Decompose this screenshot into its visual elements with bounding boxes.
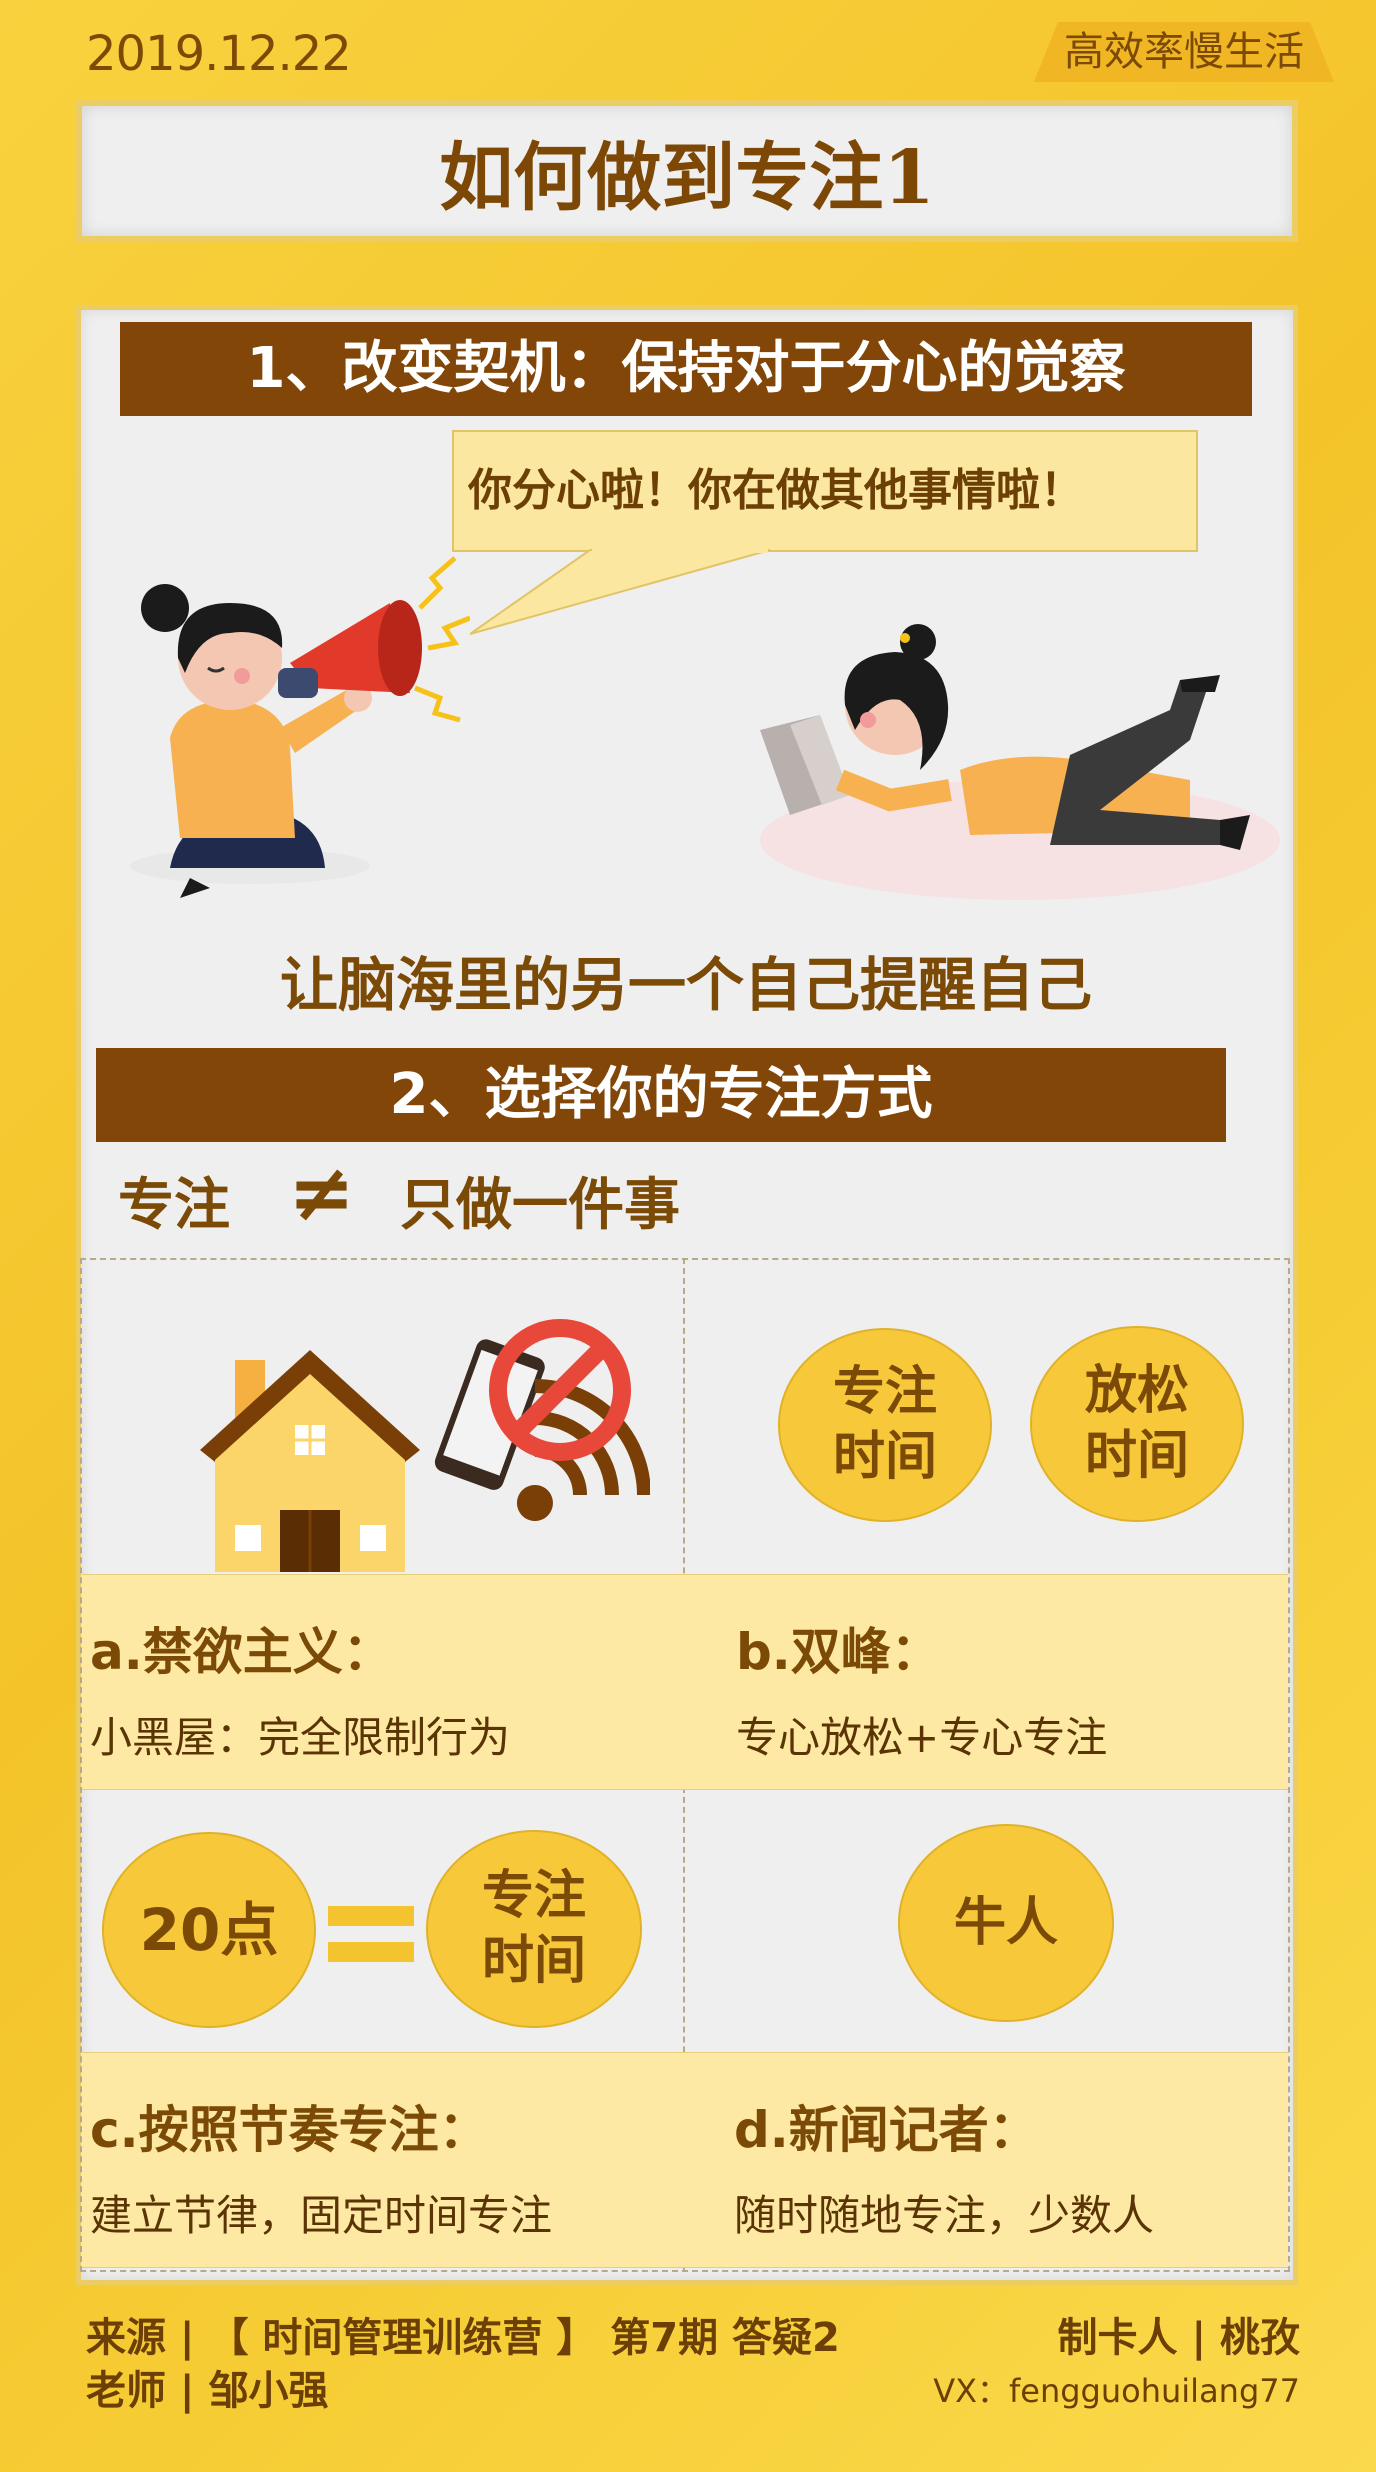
date-label: 2019.12.22: [86, 26, 352, 82]
girl-reading-illustration: [760, 624, 1280, 900]
footer-vx: VX：fengguohuilang77: [933, 2372, 1300, 2410]
title-box: 如何做到专注1: [76, 100, 1298, 242]
page-title: 如何做到专注1: [439, 134, 935, 221]
method-b-title: b.双峰：: [736, 1623, 941, 1681]
tagline-badge: 高效率慢生活: [1034, 22, 1334, 82]
section2-heading: 2、选择你的专注方式: [96, 1048, 1226, 1142]
speech-bubble-tail: [470, 549, 771, 635]
equals-bar-bottom: [328, 1942, 414, 1962]
method-a-text: 小黑屋：完全限制行为: [90, 1713, 511, 1762]
method-a-title: a.禁欲主义：: [90, 1623, 393, 1681]
twenty-oclock-circle: 20点: [102, 1832, 316, 2028]
speech-bubble: 你分心啦！你在做其他事情啦！: [452, 430, 1198, 552]
section1-heading: 1、改变契机：保持对于分心的觉察: [120, 322, 1252, 416]
method-c-title: c.按照节奏专注：: [90, 2101, 489, 2159]
equals-bar-top: [328, 1906, 414, 1926]
method-d-title: d.新闻记者：: [734, 2101, 1039, 2159]
expert-label: 牛人: [953, 1892, 1058, 1953]
methods-grid: [80, 1258, 1290, 2272]
method-c-text: 建立节律，固定时间专注: [90, 2191, 553, 2240]
not-equal-sign: ≠: [288, 1146, 356, 1239]
expert-circle: 牛人: [898, 1824, 1114, 2022]
girl-megaphone-illustration: [130, 556, 470, 898]
focus-word: 专注: [118, 1173, 230, 1238]
twenty-oclock-label: 20点: [139, 1895, 279, 1964]
method-b-text: 专心放松+专心专注: [736, 1713, 1108, 1762]
one-thing-word: 只做一件事: [400, 1173, 680, 1238]
focus-time-label: 专注 时间: [832, 1362, 937, 1487]
section1-caption: 让脑海里的另一个自己提醒自己: [279, 951, 1092, 1019]
footer-source: 来源 | 【 时间管理训练营 】 第7期 答疑2: [86, 2315, 840, 2361]
method-d-text: 随时随地专注，少数人: [734, 2191, 1155, 2240]
relax-time-circle: 放松 时间: [1030, 1326, 1244, 1522]
house-no-phone-illustration: [200, 1319, 650, 1572]
method-row-cd: [82, 2052, 1288, 2268]
focus-time-label-2: 专注 时间: [481, 1866, 586, 1991]
footer-maker: 制卡人 | 桃孜: [1057, 2315, 1300, 2361]
footer-teacher: 老师 | 邹小强: [86, 2368, 329, 2414]
relax-time-label: 放松 时间: [1084, 1361, 1189, 1486]
method-row-ab: [82, 1574, 1288, 1790]
focus-not-equal-row: 专注 ≠ 只做一件事: [118, 1146, 818, 1240]
focus-time-circle-2: 专注 时间: [426, 1830, 642, 2028]
focus-time-circle: 专注 时间: [778, 1328, 992, 1522]
